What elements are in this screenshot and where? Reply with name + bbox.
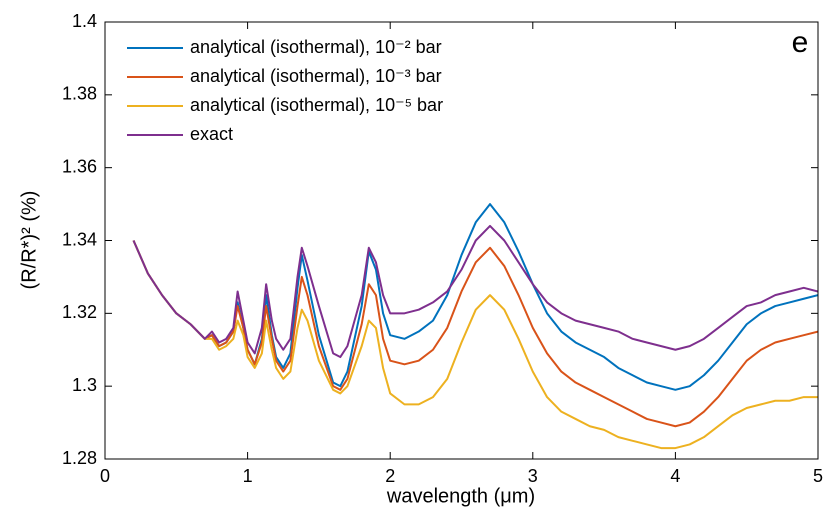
plot-frame (104, 21, 819, 460)
x-tick-label: 3 (528, 466, 538, 486)
x-tick-label: 4 (670, 466, 680, 486)
x-tick-label: 5 (813, 466, 823, 486)
legend-label: exact (190, 124, 233, 144)
y-tick-label: 1.36 (62, 156, 97, 176)
x-tick-label: 1 (243, 466, 253, 486)
legend-label: analytical (isothermal), 10⁻³ bar (190, 66, 442, 86)
x-tick-label: 2 (385, 466, 395, 486)
plot-area (105, 22, 818, 459)
y-tick-label: 1.4 (72, 11, 97, 31)
y-tick-label: 1.3 (72, 375, 97, 395)
y-tick-label: 1.28 (62, 448, 97, 468)
x-axis-label: wavelength (μm) (386, 485, 535, 507)
series-line (132, 240, 818, 450)
y-tick-label: 1.34 (62, 229, 97, 249)
panel-label: e (792, 26, 809, 59)
x-tick-label: 0 (100, 466, 110, 486)
y-tick-label: 1.32 (62, 302, 97, 322)
series-group (132, 203, 818, 450)
series-line (132, 240, 818, 428)
y-tick-label: 1.38 (62, 84, 97, 104)
y-axis-label: (R/R*)² (%) (18, 191, 40, 290)
legend-label: analytical (isothermal), 10⁻⁵ bar (190, 95, 443, 115)
legend-label: analytical (isothermal), 10⁻² bar (190, 37, 442, 57)
series-line (132, 224, 818, 359)
